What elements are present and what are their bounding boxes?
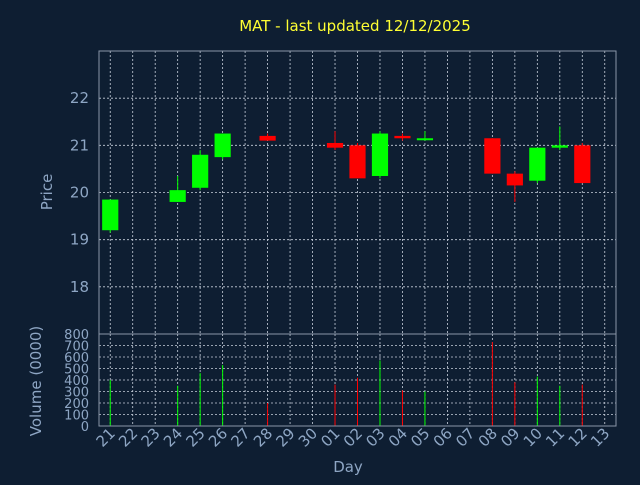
volume-tick-label: 500 [64,363,89,378]
candle-body [574,145,591,184]
candle-body [551,145,568,148]
volume-tick-label: 200 [64,397,89,412]
candle-body [371,133,389,176]
price-tick-label: 18 [70,278,89,296]
candle-body [192,154,209,188]
x-axis-label: Day [333,458,363,476]
candle-body [506,173,523,186]
candle-body [349,145,366,179]
volume-tick-label: 700 [64,340,89,355]
price-tick-label: 21 [70,136,89,154]
candle-body [394,135,411,139]
volume-tick-label: 400 [64,374,89,389]
volume-tick-label: 600 [64,351,89,366]
candle-body [529,147,546,181]
y-axis-label: Price [38,174,56,211]
volume-tick-label: 300 [64,386,89,401]
price-tick-label: 22 [70,89,89,107]
volume-tick-label: 0 [81,420,89,435]
x-tick-label: 13 [587,424,613,450]
candle-body [169,190,186,202]
price-tick-label: 19 [70,231,89,249]
volume-tick-label: 100 [64,409,89,424]
volume-tick-label: 800 [64,328,89,343]
candle-body [416,138,434,141]
chart-title: MAT - last updated 12/12/2025 [239,17,471,35]
volume-panel-frame [98,333,617,427]
candle-body [259,135,276,141]
candle-body [214,133,231,158]
candle-body [484,138,501,174]
volume-axis-label: Volume (0000) [27,326,45,436]
candle-body [326,142,344,148]
candle-body [102,199,119,231]
price-tick-label: 20 [70,184,89,202]
